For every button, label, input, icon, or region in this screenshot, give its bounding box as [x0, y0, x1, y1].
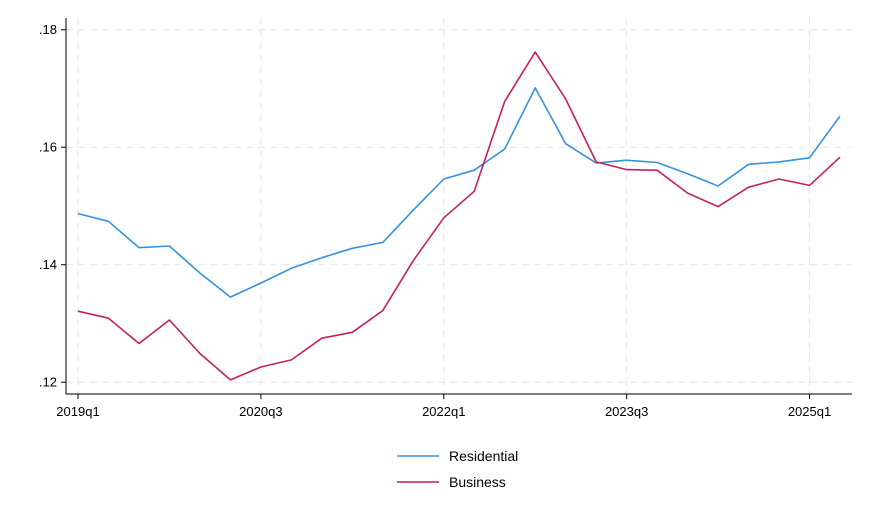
y-tick-label: .14 — [39, 257, 57, 272]
x-tick-label: 2020q3 — [239, 404, 282, 419]
y-tick-label: .16 — [39, 139, 57, 154]
y-tick-label: .18 — [39, 22, 57, 37]
legend: Residential Business — [397, 448, 518, 490]
legend-label-residential: Residential — [449, 448, 518, 464]
series-line-residential — [77, 87, 841, 298]
legend-label-business: Business — [449, 474, 506, 490]
axes: .12 .14 .16 .18 2019q1 2020q3 2022q1 2023q3 2025… — [39, 18, 852, 419]
series-line-business — [77, 51, 841, 381]
y-tick-label: .12 — [39, 374, 57, 389]
gridlines — [66, 18, 852, 394]
series-lines — [77, 51, 841, 381]
x-tick-label: 2025q1 — [788, 404, 831, 419]
x-tick-label: 2022q1 — [422, 404, 465, 419]
x-tick-label: 2019q1 — [56, 404, 99, 419]
x-tick-label: 2023q3 — [605, 404, 648, 419]
